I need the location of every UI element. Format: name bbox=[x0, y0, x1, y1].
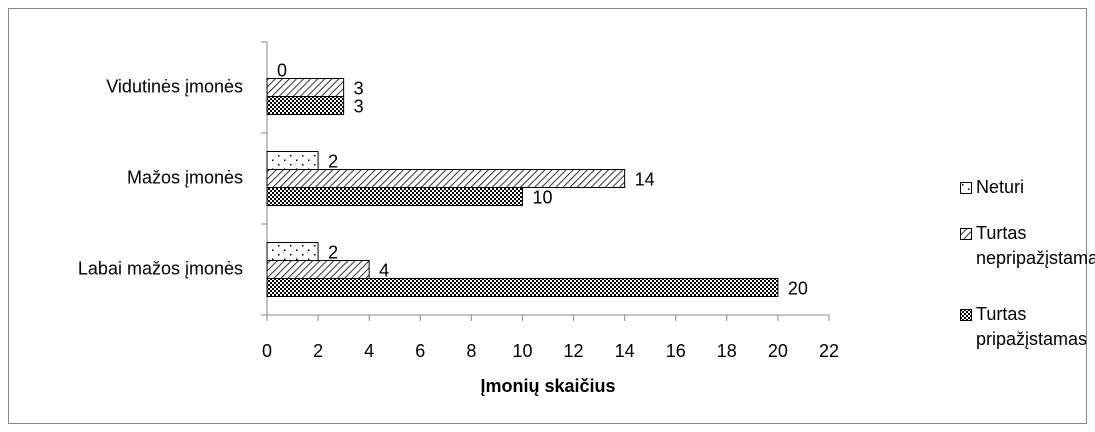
x-tick-label: 12 bbox=[564, 341, 584, 361]
x-tick-label: 4 bbox=[364, 341, 374, 361]
bar bbox=[266, 151, 319, 170]
x-axis-title: Įmonių skaičius bbox=[480, 376, 615, 396]
value-label: 4 bbox=[379, 260, 389, 280]
x-tick-label: 20 bbox=[768, 341, 788, 361]
bar bbox=[266, 96, 345, 115]
value-label: 10 bbox=[532, 187, 552, 207]
category-label: Mažos įmonės bbox=[127, 167, 243, 187]
x-tick-label: 16 bbox=[666, 341, 686, 361]
legend-label: Turtas nepripažįstamas bbox=[976, 223, 1095, 268]
bar bbox=[266, 169, 626, 188]
x-tick-label: 18 bbox=[717, 341, 737, 361]
legend-label: Turtas pripažįstamas bbox=[976, 304, 1088, 349]
bar bbox=[266, 260, 370, 279]
category-label: Vidutinės įmonės bbox=[106, 76, 243, 96]
x-tick-label: 0 bbox=[262, 341, 272, 361]
value-label: 3 bbox=[354, 78, 364, 98]
legend-label: Neturi bbox=[976, 177, 1025, 197]
x-tick-label: 2 bbox=[313, 341, 323, 361]
legend-item: Neturi bbox=[960, 175, 1090, 200]
legend-swatch bbox=[960, 228, 972, 240]
legend-item: Turtas nepripažįstamas bbox=[960, 221, 1095, 271]
x-tick-label: 14 bbox=[615, 341, 635, 361]
bar bbox=[266, 187, 523, 206]
x-tick-label: 22 bbox=[819, 341, 839, 361]
x-tick-label: 8 bbox=[466, 341, 476, 361]
bar bbox=[266, 242, 319, 261]
category-label: Labai mažos įmonės bbox=[78, 258, 243, 278]
value-label: 3 bbox=[354, 96, 364, 116]
x-tick-label: 6 bbox=[415, 341, 425, 361]
x-tick-label: 10 bbox=[512, 341, 532, 361]
value-label: 20 bbox=[788, 278, 808, 298]
legend-swatch bbox=[960, 182, 972, 194]
legend-item: Turtas pripažįstamas bbox=[960, 302, 1090, 352]
value-label: 2 bbox=[328, 242, 338, 262]
value-label: 2 bbox=[328, 151, 338, 171]
bar bbox=[266, 78, 345, 97]
value-label: 14 bbox=[635, 169, 655, 189]
chart-border bbox=[8, 8, 1087, 424]
value-label: 0 bbox=[277, 60, 287, 80]
legend-swatch bbox=[960, 309, 972, 321]
bar bbox=[266, 278, 779, 297]
